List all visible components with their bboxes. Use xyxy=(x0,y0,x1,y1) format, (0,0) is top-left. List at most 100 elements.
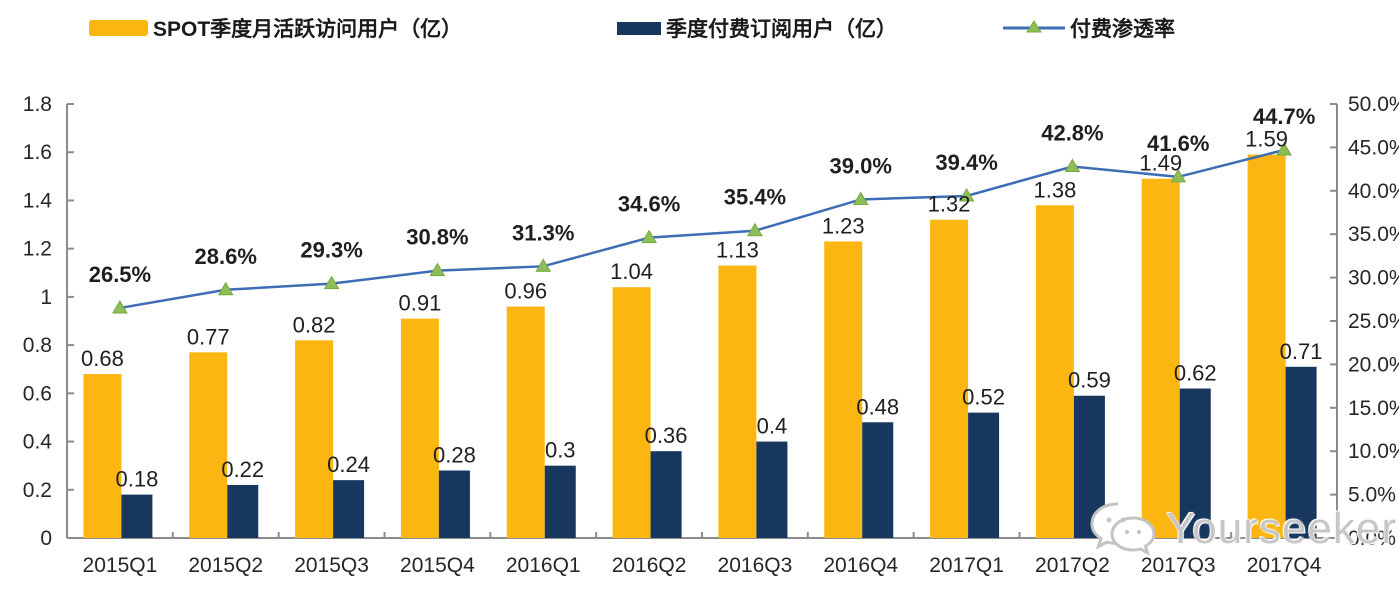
bar-label-subscribers: 0.36 xyxy=(645,423,688,448)
legend-label-penetration: 付费渗透率 xyxy=(1070,18,1175,41)
left-axis-tick-label: 0.2 xyxy=(23,479,52,502)
navy-bar-swatch-icon xyxy=(617,21,661,35)
bar-label-mau: 1.59 xyxy=(1245,127,1288,152)
marker-triangle-icon xyxy=(323,275,340,290)
bar-label-subscribers: 0.18 xyxy=(116,467,159,492)
bar-label-subscribers: 0.59 xyxy=(1068,368,1111,393)
penetration-label: 44.7% xyxy=(1253,104,1315,129)
x-axis-label: 2017Q3 xyxy=(1141,554,1216,577)
bar-label-mau: 1.32 xyxy=(928,192,971,217)
bar-subscribers xyxy=(121,494,153,538)
bar-subscribers xyxy=(1073,395,1105,538)
bar-label-mau: 1.38 xyxy=(1034,177,1077,202)
bar-label-mau: 1.13 xyxy=(716,238,759,263)
yellow-bar-swatch-icon xyxy=(89,20,148,36)
penetration-label: 30.8% xyxy=(406,225,468,250)
marker-triangle-icon xyxy=(641,229,657,244)
left-axis-tick-label: 0.4 xyxy=(23,431,53,454)
left-axis-tick-label: 1.6 xyxy=(23,141,52,164)
bar-label-mau: 0.68 xyxy=(81,346,124,371)
legend-item-mau: SPOT季度月活跃访问用户（亿） xyxy=(89,16,463,41)
penetration-label: 28.6% xyxy=(195,244,257,269)
legend-label-mau: SPOT季度月活跃访问用户（亿） xyxy=(153,18,463,41)
marker-triangle-icon xyxy=(429,262,446,277)
left-axis-tick-label: 0.6 xyxy=(23,382,52,405)
left-axis-tick-label: 1.8 xyxy=(23,93,52,116)
x-axis-label: 2017Q1 xyxy=(929,554,1004,577)
right-axis-tick-label: 5.0% xyxy=(1348,484,1396,507)
x-axis-label: 2015Q2 xyxy=(188,554,263,577)
marker-triangle-icon xyxy=(747,222,763,237)
left-axis-tick-label: 0 xyxy=(40,527,52,550)
bar-mau xyxy=(189,352,228,538)
line-marker-swatch-icon xyxy=(1003,20,1065,33)
marker-triangle-icon xyxy=(1170,168,1187,183)
bar-subscribers xyxy=(756,441,788,538)
right-axis-tick-label: 15.0% xyxy=(1348,397,1399,420)
x-axis-label: 2015Q3 xyxy=(294,554,369,577)
bar-mau xyxy=(295,340,334,538)
right-axis-tick-label: 50.0% xyxy=(1348,93,1399,116)
penetration-label: 39.0% xyxy=(830,153,892,178)
right-axis-tick-label: 30.0% xyxy=(1348,267,1399,290)
bar-label-mau: 1.49 xyxy=(1139,151,1182,176)
marker-triangle-icon xyxy=(958,188,975,202)
legend-label-subscribers: 季度付费订阅用户（亿） xyxy=(666,18,897,41)
bar-label-subscribers: 0.48 xyxy=(856,394,899,419)
penetration-label: 41.6% xyxy=(1147,131,1209,156)
left-axis-tick-label: 1 xyxy=(40,286,52,309)
bar-subscribers xyxy=(438,470,470,538)
bar-label-mau: 0.91 xyxy=(399,291,442,316)
left-axis-tick-label: 1.2 xyxy=(23,238,52,261)
penetration-line xyxy=(119,148,1285,310)
bar-mau xyxy=(1247,154,1286,538)
x-axis-label: 2017Q4 xyxy=(1247,554,1322,577)
bar-mau xyxy=(718,265,757,538)
penetration-label: 42.8% xyxy=(1041,120,1103,145)
bar-subscribers xyxy=(544,465,576,538)
bar-subscribers xyxy=(968,412,1000,538)
bar-mau xyxy=(1035,205,1074,538)
marker-triangle-icon xyxy=(217,281,234,296)
x-axis-label: 2016Q4 xyxy=(823,554,898,577)
legend-item-penetration: 付费渗透率 xyxy=(1003,16,1175,41)
marker-triangle-icon xyxy=(852,191,869,205)
bar-label-subscribers: 0.3 xyxy=(545,438,576,463)
bar-label-subscribers: 0.22 xyxy=(221,457,264,482)
bar-mau xyxy=(506,306,545,538)
x-axis-label: 2015Q1 xyxy=(83,554,158,577)
penetration-label: 34.6% xyxy=(618,192,680,217)
penetration-label: 29.3% xyxy=(300,238,362,263)
bar-label-mau: 0.96 xyxy=(504,279,547,304)
bar-mau xyxy=(930,219,969,538)
x-axis-label: 2016Q3 xyxy=(718,554,793,577)
bar-label-mau: 1.23 xyxy=(822,213,865,238)
bar-subscribers xyxy=(1179,388,1211,538)
bar-label-subscribers: 0.62 xyxy=(1174,361,1217,386)
bar-label-subscribers: 0.4 xyxy=(757,414,788,439)
marker-triangle-icon xyxy=(535,258,552,272)
left-axis-tick-label: 1.4 xyxy=(23,189,53,212)
right-axis-tick-label: 35.0% xyxy=(1348,223,1399,246)
right-axis-tick-label: 20.0% xyxy=(1348,353,1399,376)
bar-label-mau: 0.77 xyxy=(187,324,230,349)
bar-subscribers xyxy=(1285,366,1317,538)
bar-label-mau: 1.04 xyxy=(610,259,653,284)
bar-label-subscribers: 0.28 xyxy=(433,442,476,467)
marker-triangle-icon xyxy=(1276,142,1292,156)
marker-triangle-icon xyxy=(112,299,128,314)
bar-subscribers xyxy=(227,484,259,538)
penetration-label: 31.3% xyxy=(512,220,574,245)
penetration-label: 26.5% xyxy=(89,262,151,287)
bar-mau xyxy=(612,287,651,538)
bar-subscribers xyxy=(650,451,682,538)
x-axis-label: 2016Q2 xyxy=(612,554,687,577)
bar-subscribers xyxy=(862,422,894,538)
right-axis-tick-label: 10.0% xyxy=(1348,440,1399,463)
right-axis-tick-label: 0.0% xyxy=(1348,527,1396,550)
x-axis-label: 2017Q2 xyxy=(1035,554,1110,577)
penetration-label: 39.4% xyxy=(935,150,997,175)
legend-item-subscribers: 季度付费订阅用户（亿） xyxy=(617,16,897,41)
